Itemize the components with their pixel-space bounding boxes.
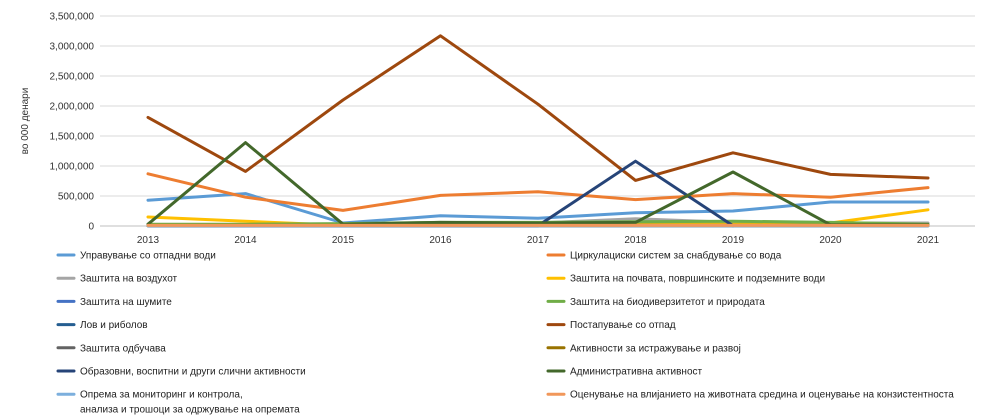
legend-item: Опрема за мониторинг и контрола, анализа … — [56, 390, 300, 415]
y-axis-label: во 000 денари — [20, 88, 31, 155]
legend-item: Управување со отпадни води — [56, 251, 216, 262]
legend-item: Активности за истражување и развој — [546, 343, 741, 354]
series-line — [146, 192, 930, 225]
legend-label: Образовни, воспитни и други слични актив… — [80, 366, 306, 378]
series-lines — [146, 34, 930, 228]
legend-label: Заштита на шумите — [80, 297, 172, 308]
legend-label: Заштита на почвата, површинските и подзе… — [570, 274, 825, 285]
series-line — [146, 141, 930, 227]
legend-label: Постапување со отпад — [570, 320, 676, 331]
x-tick-label: 2020 — [819, 235, 842, 246]
legend-label: Управување со отпадни води — [80, 251, 216, 262]
x-tick-label: 2019 — [722, 235, 745, 246]
legend-label: Лов и риболов — [80, 319, 148, 331]
legend-label: анализа и трошоци за одржување на опрема… — [80, 405, 300, 415]
x-tick-label: 2016 — [429, 235, 452, 246]
y-tick-label: 1,500,000 — [50, 132, 95, 143]
legend-label: Заштита на воздухот — [80, 274, 178, 285]
y-tick-label: 3,500,000 — [50, 12, 95, 23]
y-tick-label: 2,000,000 — [50, 102, 95, 113]
y-tick-label: 500,000 — [58, 192, 95, 203]
legend-label: Заштита на биодиверзитетот и природата — [570, 296, 765, 308]
legend-label: Опрема за мониторинг и контрола, — [80, 390, 243, 401]
legend-item: Лов и риболов — [56, 319, 148, 331]
legend-label: Циркулациски систем за снабдување со вод… — [570, 250, 782, 262]
legend-label: Активности за истражување и развој — [570, 343, 741, 354]
y-tick-label: 1,000,000 — [50, 162, 95, 173]
axes: 0 500,000 1,000,000 1,500,000 2,000,000 2,500… — [50, 12, 940, 247]
legend-item: Заштита одбучава — [56, 342, 166, 354]
legend-item: Образовни, воспитни и други слични актив… — [56, 366, 306, 378]
legend-item: Постапување со отпад — [546, 320, 676, 331]
x-tick-label: 2015 — [332, 235, 355, 246]
legend-item: Заштита на почвата, површинските и подзе… — [546, 274, 825, 285]
x-tick-label: 2013 — [137, 235, 160, 246]
legend-item: Циркулациски систем за снабдување со вод… — [546, 250, 782, 262]
series-line — [146, 34, 930, 182]
legend-item: Административна активност — [546, 367, 703, 378]
x-tick-label: 2014 — [234, 235, 257, 246]
series-line — [146, 172, 930, 212]
legend-item: Заштита на биодиверзитетот и природата — [546, 296, 765, 308]
legend-item: Заштита на воздухот — [56, 274, 178, 285]
legend-label: Оценување на влијанието на животната сре… — [570, 390, 954, 401]
x-tick-label: 2018 — [624, 235, 647, 246]
legend-label: Заштита одбучава — [80, 342, 166, 354]
y-tick-label: 3,000,000 — [50, 42, 95, 53]
legend-item: Оценување на влијанието на животната сре… — [546, 390, 954, 401]
x-tick-label: 2021 — [917, 235, 940, 246]
legend: Управување со отпадни води Циркулациски с… — [56, 250, 954, 415]
legend-item: Заштита на шумите — [56, 297, 172, 308]
legend-label: Административна активност — [570, 367, 703, 378]
x-tick-label: 2017 — [527, 235, 550, 246]
y-tick-label: 2,500,000 — [50, 72, 95, 83]
y-tick-label: 0 — [88, 222, 94, 233]
